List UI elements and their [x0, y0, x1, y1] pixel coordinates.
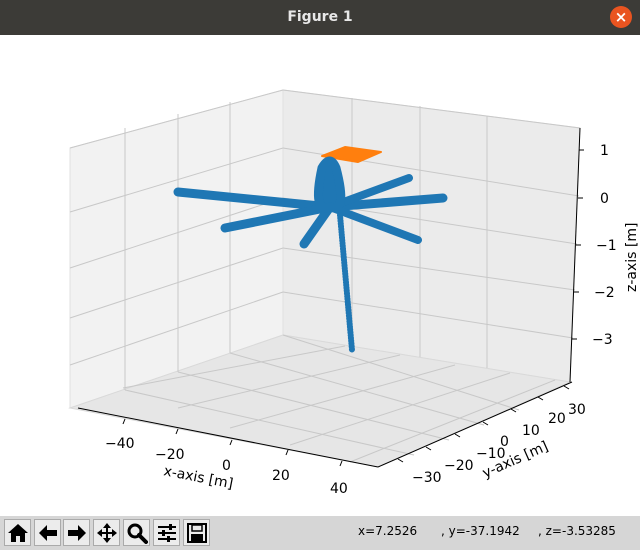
close-icon: × — [614, 8, 628, 26]
move-icon — [97, 523, 117, 543]
coordinate-readout-x: x=7.2526 — [358, 524, 418, 538]
sliders-icon — [158, 524, 176, 542]
coordinate-readout-y: , y=-37.1942 — [441, 524, 520, 538]
home-icon — [8, 524, 28, 542]
blue-point-trail — [220, 202, 335, 233]
blue-point-trail — [338, 213, 354, 352]
x-tick-label: 20 — [272, 468, 290, 484]
blue-point-trail — [326, 203, 422, 244]
y-tick-label: 20 — [548, 411, 566, 427]
y-tick-label: −10 — [476, 446, 506, 462]
title-bar: Figure 1 × — [0, 0, 640, 35]
plot-canvas[interactable]: −40 −20 0 20 40 −30 −20 −10 0 10 20 30 1… — [0, 35, 640, 516]
save-button[interactable] — [183, 519, 210, 546]
forward-button[interactable] — [63, 519, 90, 546]
tick-marks — [122, 149, 584, 467]
zoom-button[interactable] — [123, 519, 150, 546]
y-tick-label: −20 — [444, 458, 474, 474]
x-tick-labels: −40 −20 0 20 40 — [105, 436, 348, 497]
z-tick-label: −3 — [592, 332, 613, 348]
floppy-disk-icon — [187, 523, 207, 543]
y-tick-label: 10 — [522, 423, 540, 439]
y-tick-labels: −30 −20 −10 0 10 20 30 — [412, 402, 586, 486]
pan-button[interactable] — [93, 519, 120, 546]
arrow-left-icon — [39, 525, 57, 541]
series-orange — [321, 146, 382, 163]
blue-point-trail — [173, 187, 335, 212]
close-button[interactable]: × — [610, 6, 632, 28]
blue-point-trail — [299, 202, 335, 249]
z-tick-label: 0 — [600, 191, 609, 207]
x-tick-label: −20 — [155, 447, 185, 463]
y-tick-label: 30 — [568, 402, 586, 418]
y-tick-label: 0 — [500, 434, 509, 450]
arrow-right-icon — [68, 525, 86, 541]
z-tick-label: −2 — [594, 285, 615, 301]
magnifier-icon — [127, 523, 148, 544]
x-tick-label: 40 — [330, 481, 348, 497]
home-button[interactable] — [4, 519, 31, 546]
configure-subplots-button[interactable] — [153, 519, 180, 546]
z-tick-labels: 1 0 −1 −2 −3 — [592, 143, 617, 348]
coordinate-readout-z: , z=-3.53285 — [538, 524, 616, 538]
back-right-pane — [282, 89, 581, 383]
blue-point-trail — [313, 156, 346, 213]
blue-point-trail — [325, 193, 448, 212]
z-tick-label: 1 — [600, 143, 609, 159]
x-tick-label: −40 — [105, 436, 135, 452]
z-axis-label: z-axis [m] — [624, 223, 640, 292]
series-blue — [173, 156, 448, 353]
axis-lines — [77, 127, 581, 468]
navigation-toolbar: x=7.2526 , y=-37.1942 , z=-3.53285 — [0, 516, 640, 550]
x-tick-label: 0 — [222, 458, 231, 474]
y-tick-label: −30 — [412, 470, 442, 486]
z-tick-label: −1 — [596, 238, 617, 254]
window-title: Figure 1 — [287, 9, 353, 25]
orange-marker — [321, 146, 382, 163]
back-button[interactable] — [34, 519, 61, 546]
